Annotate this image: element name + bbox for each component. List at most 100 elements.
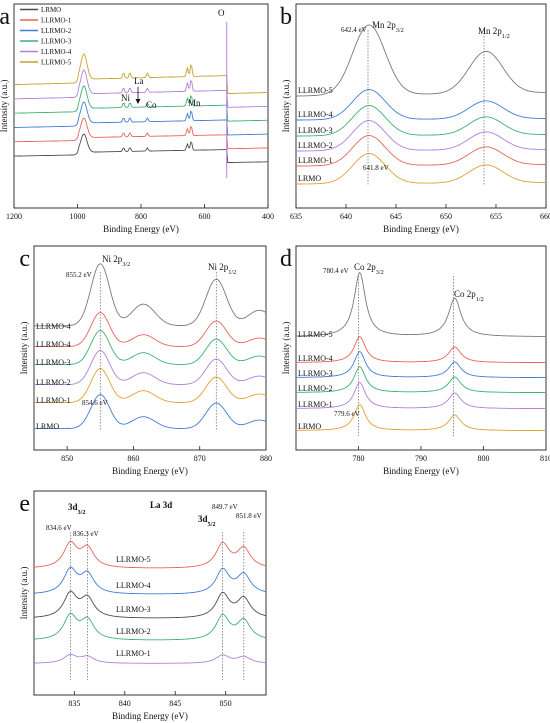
panel-e: 835 840 845 850 Binding Energy (eV) Intensity… — [19, 490, 267, 721]
value-label-c: 854.6 eV — [82, 399, 108, 407]
x-tick-label-c: 880 — [260, 454, 272, 463]
panel-d: 780 790 800 810 Binding Energy (eV) Intensity… — [280, 245, 550, 476]
series-line-c — [34, 394, 267, 430]
peak-label-3d52-e: 3d5/2 — [198, 514, 216, 528]
series-label-c: LLRMO-4 — [36, 322, 71, 331]
chart-title-e: La 3d — [150, 500, 172, 510]
value-label-e: 849.7 eV — [212, 503, 238, 511]
series-line-a — [14, 117, 268, 150]
series-line-b — [296, 89, 546, 121]
series-line-d — [296, 366, 546, 394]
series-label-c: LLRMO-2 — [36, 378, 71, 387]
series-label-b: LLRMO-4 — [298, 110, 333, 119]
value-label-d: 779.6 eV — [334, 410, 360, 418]
value-label-d: 780.4 eV — [323, 267, 349, 275]
x-tick-label-a: 1000 — [70, 212, 86, 221]
series-label-b: LRMO — [298, 174, 321, 183]
peak-label-mn-2p12-b: Mn 2p1/2 — [478, 26, 510, 40]
panel-label-a: a — [0, 4, 10, 30]
series-line-b — [296, 105, 546, 137]
value-label-e: 834.6 eV — [46, 524, 72, 532]
annotation-arrowhead-a — [135, 99, 141, 104]
series-line-c — [34, 312, 267, 348]
series-label-b: LLRMO-5 — [298, 86, 333, 95]
x-tick-label-b: 655 — [490, 212, 502, 221]
series-line-e — [33, 653, 267, 664]
series-line-c — [34, 350, 267, 386]
legend-label-a: LLRMO-2 — [41, 27, 72, 35]
x-tick-label-b: 650 — [440, 212, 452, 221]
series-label-e: LLRMO-5 — [116, 555, 151, 564]
x-tick-label-b: 640 — [340, 212, 352, 221]
series-label-d: LRMO — [298, 422, 321, 431]
series-line-d — [296, 271, 547, 337]
peak-label-ni-2p32-c: Ni 2p3/2 — [102, 254, 130, 268]
series-line-d — [296, 336, 546, 364]
series-line-d — [296, 404, 546, 432]
series-label-e: LLRMO-2 — [116, 627, 151, 636]
plot-frame-b — [295, 3, 547, 209]
annotation-o-a: O — [218, 8, 225, 18]
series-label-d: LLRMO-3 — [298, 369, 333, 378]
panel-label-e: e — [19, 491, 30, 517]
y-axis-label-b: Intensity (a.u.) — [281, 80, 291, 133]
peak-label-co-2p12-d: Co 2p1/2 — [454, 289, 484, 303]
x-tick-label-d: 810 — [540, 454, 550, 463]
series-line-a — [14, 53, 268, 94]
series-line-c — [34, 263, 267, 327]
series-label-c: LLRMO-1 — [36, 396, 71, 405]
series-line-b — [296, 135, 546, 167]
x-tick-label-c: 870 — [194, 454, 206, 463]
peak-label-mn-2p32-b: Mn 2p3/2 — [372, 20, 404, 34]
series-label-d: LLRMO-2 — [298, 384, 333, 393]
y-axis-label-e: Intensity (a.u.) — [19, 567, 29, 620]
x-tick-label-c: 850 — [61, 454, 73, 463]
legend-label-a: LLRMO-1 — [41, 17, 72, 25]
series-label-d: LLRMO-1 — [298, 400, 333, 409]
x-tick-label-e: 835 — [68, 699, 80, 708]
legend-label-a: LRMO — [41, 6, 61, 14]
series-line-a — [14, 85, 269, 122]
peak-label-ni-2p12-c: Ni 2p1/2 — [208, 262, 236, 276]
x-tick-label-a: 1200 — [6, 212, 22, 221]
x-tick-label-a: 600 — [199, 212, 211, 221]
x-tick-label-b: 635 — [290, 212, 302, 221]
plot-frame-d — [295, 245, 547, 451]
series-line-c — [34, 330, 267, 366]
plot-frame-c — [33, 245, 267, 451]
peak-label-3d32-e: 3d3/2 — [68, 502, 86, 516]
series-line-e — [33, 540, 267, 569]
annotation-la-a: La — [134, 76, 144, 86]
series-label-c: LLRMO-3 — [36, 358, 71, 367]
series-line-a — [14, 101, 268, 136]
x-tick-label-d: 780 — [353, 454, 365, 463]
series-line-e — [33, 590, 267, 619]
panel-label-c: c — [19, 246, 30, 272]
value-label-c: 855.2 eV — [66, 271, 92, 279]
x-tick-label-b: 660 — [540, 212, 550, 221]
series-label-e: LLRMO-4 — [116, 581, 151, 590]
series-line-d — [296, 351, 546, 379]
x-tick-label-a: 400 — [262, 212, 274, 221]
series-line-b — [296, 120, 546, 152]
y-axis-label-a: Intensity (a.u.) — [0, 80, 9, 133]
value-label-b: 641.8 eV — [363, 164, 389, 172]
x-axis-label-d: Binding Energy (eV) — [383, 466, 459, 476]
legend-label-a: LLRMO-3 — [41, 38, 72, 46]
x-tick-label-b: 645 — [390, 212, 402, 221]
series-line-e — [33, 612, 267, 641]
panel-label-b: b — [280, 4, 292, 30]
y-axis-label-c: Intensity (a.u.) — [19, 322, 29, 375]
x-tick-label-e: 845 — [169, 699, 181, 708]
panel-b: 635 640 645 650 655 660 Binding Energy (eV) Int… — [280, 3, 550, 234]
x-tick-label-e: 850 — [220, 699, 232, 708]
series-label-e: LLRMO-3 — [116, 605, 151, 614]
x-axis-label-c: Binding Energy (eV) — [112, 466, 188, 476]
series-line-b — [296, 24, 546, 97]
legend-label-a: LLRMO-5 — [41, 59, 72, 67]
annotation-co-a: Co — [146, 100, 157, 110]
series-label-d: LLRMO-5 — [298, 330, 333, 339]
series-label-b: LLRMO-1 — [298, 156, 333, 165]
y-axis-label-d: Intensity (a.u.) — [281, 322, 291, 375]
